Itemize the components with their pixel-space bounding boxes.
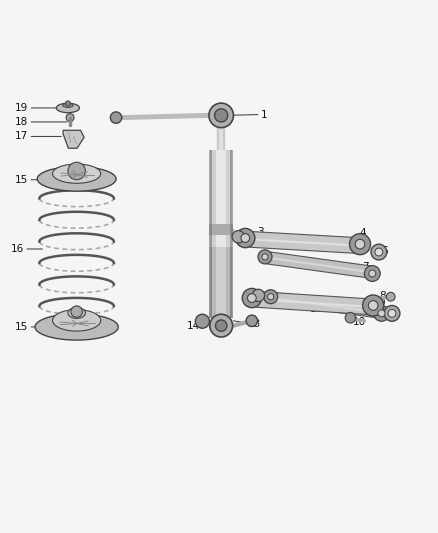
Circle shape [68, 162, 85, 180]
Ellipse shape [57, 103, 79, 112]
Polygon shape [249, 231, 357, 253]
Text: 9: 9 [378, 298, 385, 308]
Circle shape [363, 295, 384, 316]
Circle shape [386, 292, 395, 301]
Ellipse shape [35, 314, 118, 340]
Text: 13: 13 [233, 319, 261, 329]
Ellipse shape [68, 308, 85, 318]
Ellipse shape [53, 164, 101, 183]
Text: 12: 12 [264, 296, 284, 306]
Circle shape [258, 250, 272, 264]
Circle shape [110, 112, 122, 123]
Polygon shape [272, 293, 381, 318]
Circle shape [364, 265, 380, 281]
Circle shape [209, 103, 233, 128]
Circle shape [65, 101, 71, 106]
Circle shape [215, 109, 228, 122]
Circle shape [246, 315, 258, 327]
Circle shape [388, 310, 396, 317]
Text: 6: 6 [378, 246, 388, 256]
Text: 3: 3 [252, 228, 264, 237]
Circle shape [345, 312, 356, 323]
Circle shape [350, 233, 371, 255]
Text: 19: 19 [15, 103, 57, 113]
Text: 16: 16 [11, 244, 42, 254]
Circle shape [378, 310, 385, 317]
Text: 2: 2 [228, 228, 240, 238]
Polygon shape [63, 130, 84, 148]
Text: 17: 17 [15, 132, 61, 141]
Text: 18: 18 [15, 117, 67, 127]
Ellipse shape [53, 310, 101, 331]
Circle shape [374, 305, 389, 321]
Circle shape [368, 301, 378, 310]
Circle shape [264, 290, 278, 304]
Circle shape [71, 306, 82, 317]
Text: 11: 11 [310, 304, 324, 314]
Text: 15: 15 [15, 322, 46, 332]
Text: 4: 4 [355, 228, 366, 238]
Ellipse shape [63, 103, 73, 108]
Circle shape [262, 254, 268, 260]
Circle shape [66, 114, 74, 122]
Circle shape [371, 244, 387, 260]
Circle shape [247, 294, 256, 302]
Ellipse shape [37, 167, 116, 191]
Circle shape [375, 248, 383, 256]
Circle shape [210, 314, 233, 337]
Circle shape [355, 239, 365, 249]
Circle shape [268, 294, 274, 300]
Circle shape [369, 270, 376, 277]
Polygon shape [256, 292, 371, 314]
Text: 7: 7 [350, 262, 368, 272]
Text: 8: 8 [374, 291, 385, 301]
Circle shape [241, 233, 250, 243]
Text: 15: 15 [15, 175, 48, 185]
Text: 14: 14 [187, 321, 205, 330]
Circle shape [242, 288, 261, 308]
Polygon shape [266, 252, 372, 278]
Text: 5: 5 [353, 235, 360, 245]
Circle shape [384, 305, 400, 321]
Circle shape [236, 229, 255, 248]
Circle shape [195, 314, 209, 328]
Circle shape [252, 289, 265, 302]
Text: 1: 1 [223, 109, 267, 119]
Circle shape [215, 320, 227, 332]
Text: 10: 10 [347, 317, 366, 327]
Circle shape [232, 231, 244, 243]
